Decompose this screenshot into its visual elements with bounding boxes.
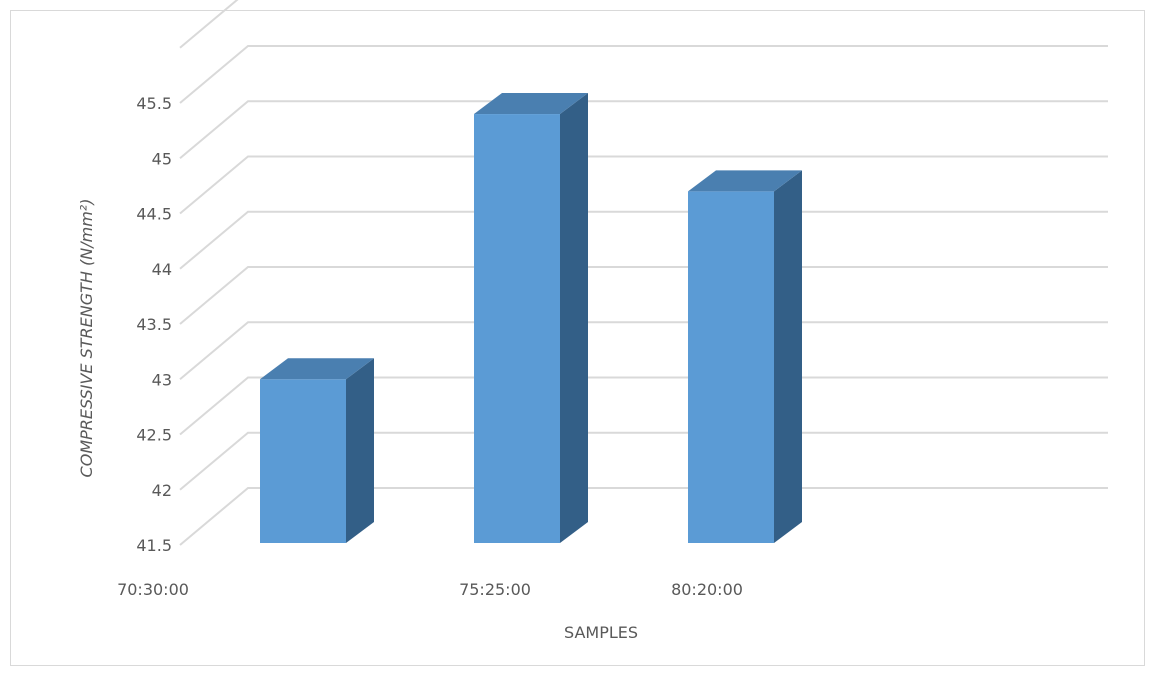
bar-side <box>346 358 374 543</box>
gridline <box>179 210 1108 270</box>
grid-layer <box>179 0 1108 546</box>
bar-front <box>474 114 560 544</box>
y-tick-labels: 41.5 42 42.5 43 43.5 44 44.5 45 45.5 <box>136 94 172 555</box>
x-tick-labels: 70:30:00 75:25:00 80:20:00 <box>117 580 743 599</box>
bar-front <box>260 379 346 543</box>
y-tick-label: 44 <box>152 260 172 279</box>
bar-side <box>774 170 802 543</box>
x-tick-label: 70:30:00 <box>117 580 189 599</box>
x-axis-title: SAMPLES <box>564 623 638 642</box>
bar-top <box>260 358 374 380</box>
gridline <box>179 376 1108 436</box>
x-tick-label: 75:25:00 <box>459 580 531 599</box>
gridline <box>179 155 1108 215</box>
gridline <box>179 487 1108 546</box>
y-tick-label: 44.5 <box>136 205 172 224</box>
y-tick-label: 45.5 <box>136 94 172 113</box>
y-tick-label: 42 <box>152 481 172 500</box>
bar <box>474 93 588 544</box>
x-tick-label: 80:20:00 <box>671 580 743 599</box>
bars <box>260 93 802 544</box>
bar-front <box>688 191 774 543</box>
gridline <box>179 0 239 49</box>
gridline <box>179 100 1108 160</box>
gridline <box>179 431 1108 491</box>
y-axis-title: COMPRESSIVE STRENGTH (N/mm²) <box>77 199 96 478</box>
gridline <box>179 45 1108 104</box>
gridline <box>179 321 1108 381</box>
y-tick-label: 43.5 <box>136 315 172 334</box>
bar-top <box>474 93 588 115</box>
y-tick-label: 45 <box>152 149 172 168</box>
gridline <box>179 266 1108 325</box>
y-tick-label: 41.5 <box>136 536 172 555</box>
bar <box>260 358 374 543</box>
bar <box>688 170 802 543</box>
y-tick-label: 42.5 <box>136 426 172 445</box>
bar-side <box>560 93 588 544</box>
y-tick-label: 43 <box>152 370 172 389</box>
bar-top <box>688 170 802 192</box>
